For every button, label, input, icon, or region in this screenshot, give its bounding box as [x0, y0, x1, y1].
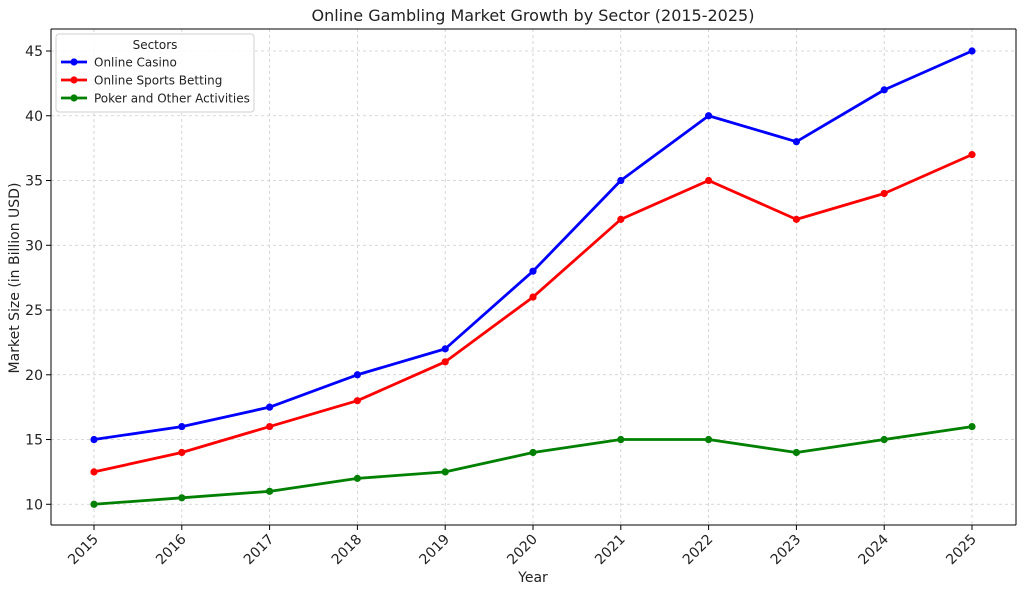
data-point	[529, 293, 537, 301]
chart-title: Online Gambling Market Growth by Sector …	[312, 6, 755, 25]
legend-swatch-marker	[70, 58, 78, 66]
series-online-casino	[90, 47, 976, 444]
data-point	[968, 151, 976, 159]
axes	[50, 28, 1017, 526]
y-tick-label: 45	[25, 44, 43, 60]
data-point	[90, 435, 98, 444]
data-point	[617, 435, 625, 444]
data-point	[529, 267, 537, 275]
y-tick-label: 35	[25, 174, 43, 190]
legend-label: Poker and Other Activities	[94, 92, 250, 106]
data-point	[617, 176, 625, 185]
y-tick-label: 40	[25, 109, 43, 125]
data-point	[266, 422, 274, 431]
data-point	[266, 403, 274, 411]
data-point	[705, 435, 713, 444]
data-point	[705, 176, 713, 185]
data-point	[617, 215, 625, 223]
legend-swatch-marker	[70, 76, 78, 84]
legend-entry-poker-and-other-activities: Poker and Other Activities	[61, 92, 250, 106]
series-poker-and-other-activities	[90, 422, 976, 508]
legend-entry-online-sports-betting: Online Sports Betting	[61, 74, 222, 88]
data-point	[178, 422, 186, 431]
data-point	[178, 494, 186, 502]
data-point	[968, 422, 976, 431]
data-point	[792, 138, 801, 146]
data-point	[529, 448, 537, 457]
x-axis-title: Year	[517, 570, 548, 586]
data-point	[968, 47, 976, 55]
data-point	[353, 371, 361, 379]
legend-label: Online Casino	[94, 56, 177, 70]
series-layer	[90, 47, 976, 508]
data-point	[880, 189, 888, 198]
legend: Sectors Online Casino Online Sports Betti…	[55, 33, 255, 113]
y-tick-label: 10	[25, 497, 43, 513]
data-point	[880, 86, 888, 94]
data-point	[90, 468, 98, 476]
data-point	[266, 487, 274, 495]
data-point	[353, 397, 361, 405]
legend-entries: Online Casino Online Sports Betting Poker …	[61, 56, 250, 106]
data-point	[792, 448, 801, 457]
data-point	[880, 435, 888, 444]
legend-swatch-marker	[70, 94, 78, 102]
y-ticks: 10 15 20 25 30 35 40 45	[25, 44, 51, 513]
data-point	[792, 215, 801, 223]
legend-box	[55, 33, 255, 113]
y-tick-label: 25	[25, 303, 43, 319]
y-tick-label: 15	[25, 433, 43, 449]
legend-label: Online Sports Betting	[94, 74, 222, 88]
y-tick-label: 30	[25, 238, 43, 254]
data-point	[441, 345, 449, 353]
data-point	[441, 358, 449, 366]
data-point	[178, 448, 186, 457]
y-axis-title: Market Size (in Billion USD)	[7, 183, 23, 374]
data-point	[353, 474, 361, 482]
legend-entry-online-casino: Online Casino	[61, 56, 177, 70]
series-online-sports-betting	[90, 151, 976, 476]
y-tick-label: 20	[25, 368, 43, 384]
data-point	[441, 468, 449, 476]
data-point	[705, 112, 713, 120]
legend-title: Sectors	[133, 38, 178, 52]
data-point	[90, 500, 98, 508]
grid	[51, 29, 1016, 525]
